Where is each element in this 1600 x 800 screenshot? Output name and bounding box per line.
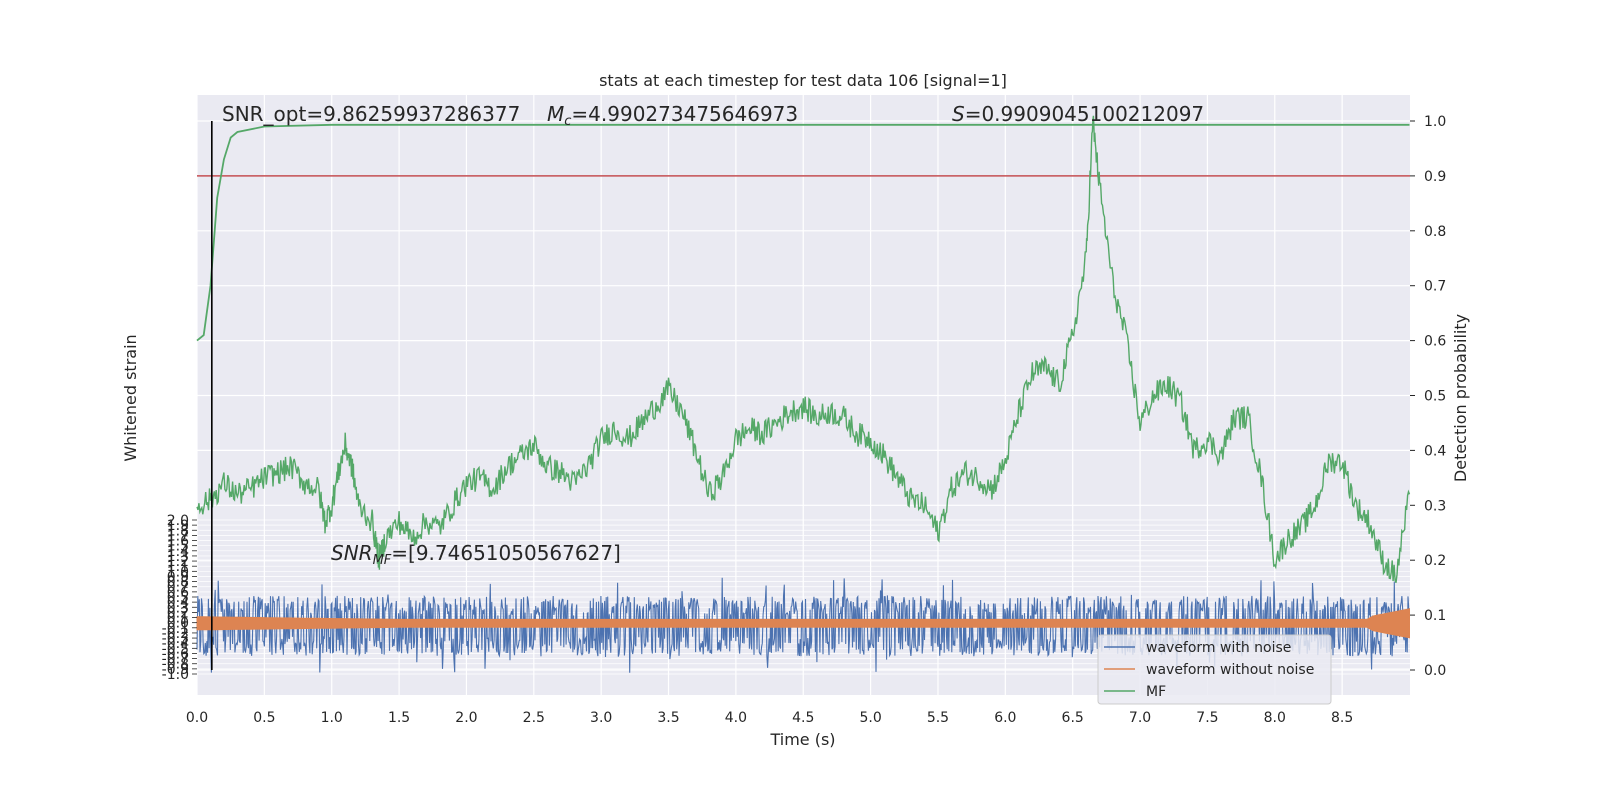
annotation-snr-mf: SNRMF=[9.74651050567627] — [331, 541, 621, 568]
x-tick-label: 3.0 — [590, 710, 612, 726]
y-tick-label-right: 0.2 — [1424, 553, 1446, 569]
x-tick-label: 2.5 — [523, 710, 545, 726]
y-tick-label-left: -0.9 — [162, 662, 189, 678]
y-axis-label-left: Whitened strain — [121, 334, 140, 461]
y-tick-label-left: -0.5 — [162, 641, 189, 657]
y-tick-label-right: 1.0 — [1424, 114, 1446, 130]
y-tick-label-left: 0.6 — [167, 585, 189, 601]
x-tick-label: 6.5 — [1062, 710, 1084, 726]
annotation-s-symbol: S — [952, 102, 965, 126]
y-tick-label-left: -0.2 — [162, 626, 189, 642]
legend-box — [1097, 634, 1332, 705]
x-tick-label: 5.5 — [927, 710, 949, 726]
x-tick-label: 8.0 — [1264, 710, 1286, 726]
y-tick-label-left: -0.7 — [162, 652, 189, 668]
annotation-snr-mf-value: =[9.74651050567627] — [391, 541, 621, 565]
y-tick-label-right: 0.5 — [1424, 389, 1446, 405]
waveform-with-noise-line — [196, 577, 1410, 675]
y-tick-label-right: 0.6 — [1424, 334, 1446, 350]
y-tick-label-left: 1.1 — [167, 559, 189, 575]
y-tick-label-left: 1.5 — [167, 539, 189, 555]
y-tick-label-left: 0.7 — [167, 580, 189, 596]
annotation-s-value: =0.9909045100212097 — [965, 102, 1204, 126]
y-tick-label-left: 1.6 — [167, 534, 189, 550]
x-tick-label: 3.5 — [657, 710, 679, 726]
y-tick-label-left: 1.0 — [167, 564, 189, 580]
legend-label-clean: waveform without noise — [1146, 662, 1314, 678]
y-tick-label-left: 0.8 — [167, 575, 189, 591]
y-tick-label-left: 0.1 — [167, 611, 189, 627]
y-tick-label-left: 1.3 — [167, 549, 189, 565]
y-tick-label-left: 0.5 — [167, 590, 189, 606]
legend-label-noise: waveform with noise — [1146, 640, 1291, 656]
y-tick-label-left: 1.8 — [167, 523, 189, 539]
waveform-without-noise-band — [196, 608, 1410, 639]
x-tick-label: 6.0 — [994, 710, 1016, 726]
x-tick-label: 7.5 — [1196, 710, 1218, 726]
y-tick-label-left: 1.2 — [167, 554, 189, 570]
annotation-snr-mf-sub: MF — [373, 553, 392, 568]
y-tick-label-left: -0.8 — [162, 657, 189, 673]
y-tick-label-right: 0.0 — [1424, 663, 1446, 679]
x-tick-label: 5.0 — [859, 710, 881, 726]
y-tick-label-left: 1.7 — [167, 528, 189, 544]
y-tick-label-right: 0.8 — [1424, 224, 1446, 240]
y-tick-label-left: -1.0 — [162, 667, 189, 683]
annotation-mc-symbol: M — [547, 102, 564, 126]
series-layer — [196, 115, 1411, 675]
cumulative-detection-line — [196, 123, 1410, 342]
x-tick-label: 8.5 — [1331, 710, 1353, 726]
annotation-s: S=0.9909045100212097 — [952, 102, 1204, 126]
x-tick-label: 1.5 — [388, 710, 410, 726]
annotation-mc-sub: c — [564, 114, 571, 129]
annotation-mc-value: =4.990273475646973 — [571, 102, 798, 126]
y-tick-label-left: 2.0 — [167, 513, 189, 529]
y-tick-label-left: 0.0 — [167, 616, 189, 632]
annotation-mc: Mc=4.990273475646973 — [547, 102, 798, 129]
legend: waveform with noise waveform without noi… — [1097, 634, 1332, 705]
y-tick-label-left: 0.2 — [167, 605, 189, 621]
y-tick-label-left: -0.6 — [162, 646, 189, 662]
y-tick-label-left: 1.4 — [167, 544, 189, 560]
x-tick-label: 7.0 — [1129, 710, 1151, 726]
y-axis-label-right: Detection probability — [1451, 314, 1470, 482]
x-tick-label: 4.0 — [725, 710, 747, 726]
y-tick-label-left: -0.1 — [162, 621, 189, 637]
y-tick-label-left: 0.4 — [167, 595, 189, 611]
chart-title: stats at each timestep for test data 106… — [599, 71, 1007, 90]
y-tick-label-right: 0.3 — [1424, 498, 1446, 514]
annotation-snr-opt: SNR_opt=9.86259937286377 — [222, 102, 520, 126]
y-tick-label-left: 0.3 — [167, 600, 189, 616]
x-tick-label: 0.0 — [186, 710, 208, 726]
mf-line — [196, 115, 1411, 584]
y-tick-label-left: 0.9 — [167, 569, 189, 585]
y-tick-label-right: 0.4 — [1424, 443, 1446, 459]
x-tick-label: 0.5 — [253, 710, 275, 726]
x-tick-label: 2.0 — [455, 710, 477, 726]
x-tick-label: 1.0 — [321, 710, 343, 726]
y-tick-label-left: -0.4 — [162, 636, 189, 652]
x-axis-label: Time (s) — [769, 730, 835, 749]
y-tick-label-left: -0.3 — [162, 631, 189, 647]
y-tick-label-right: 0.1 — [1424, 608, 1446, 624]
legend-label-mf: MF — [1146, 684, 1166, 700]
x-tick-label: 4.5 — [792, 710, 814, 726]
y-tick-label-left: 1.9 — [167, 518, 189, 534]
annotation-snr-mf-symbol: SNR — [331, 541, 373, 565]
y-tick-label-right: 0.7 — [1424, 279, 1446, 295]
y-tick-label-right: 0.9 — [1424, 169, 1446, 185]
